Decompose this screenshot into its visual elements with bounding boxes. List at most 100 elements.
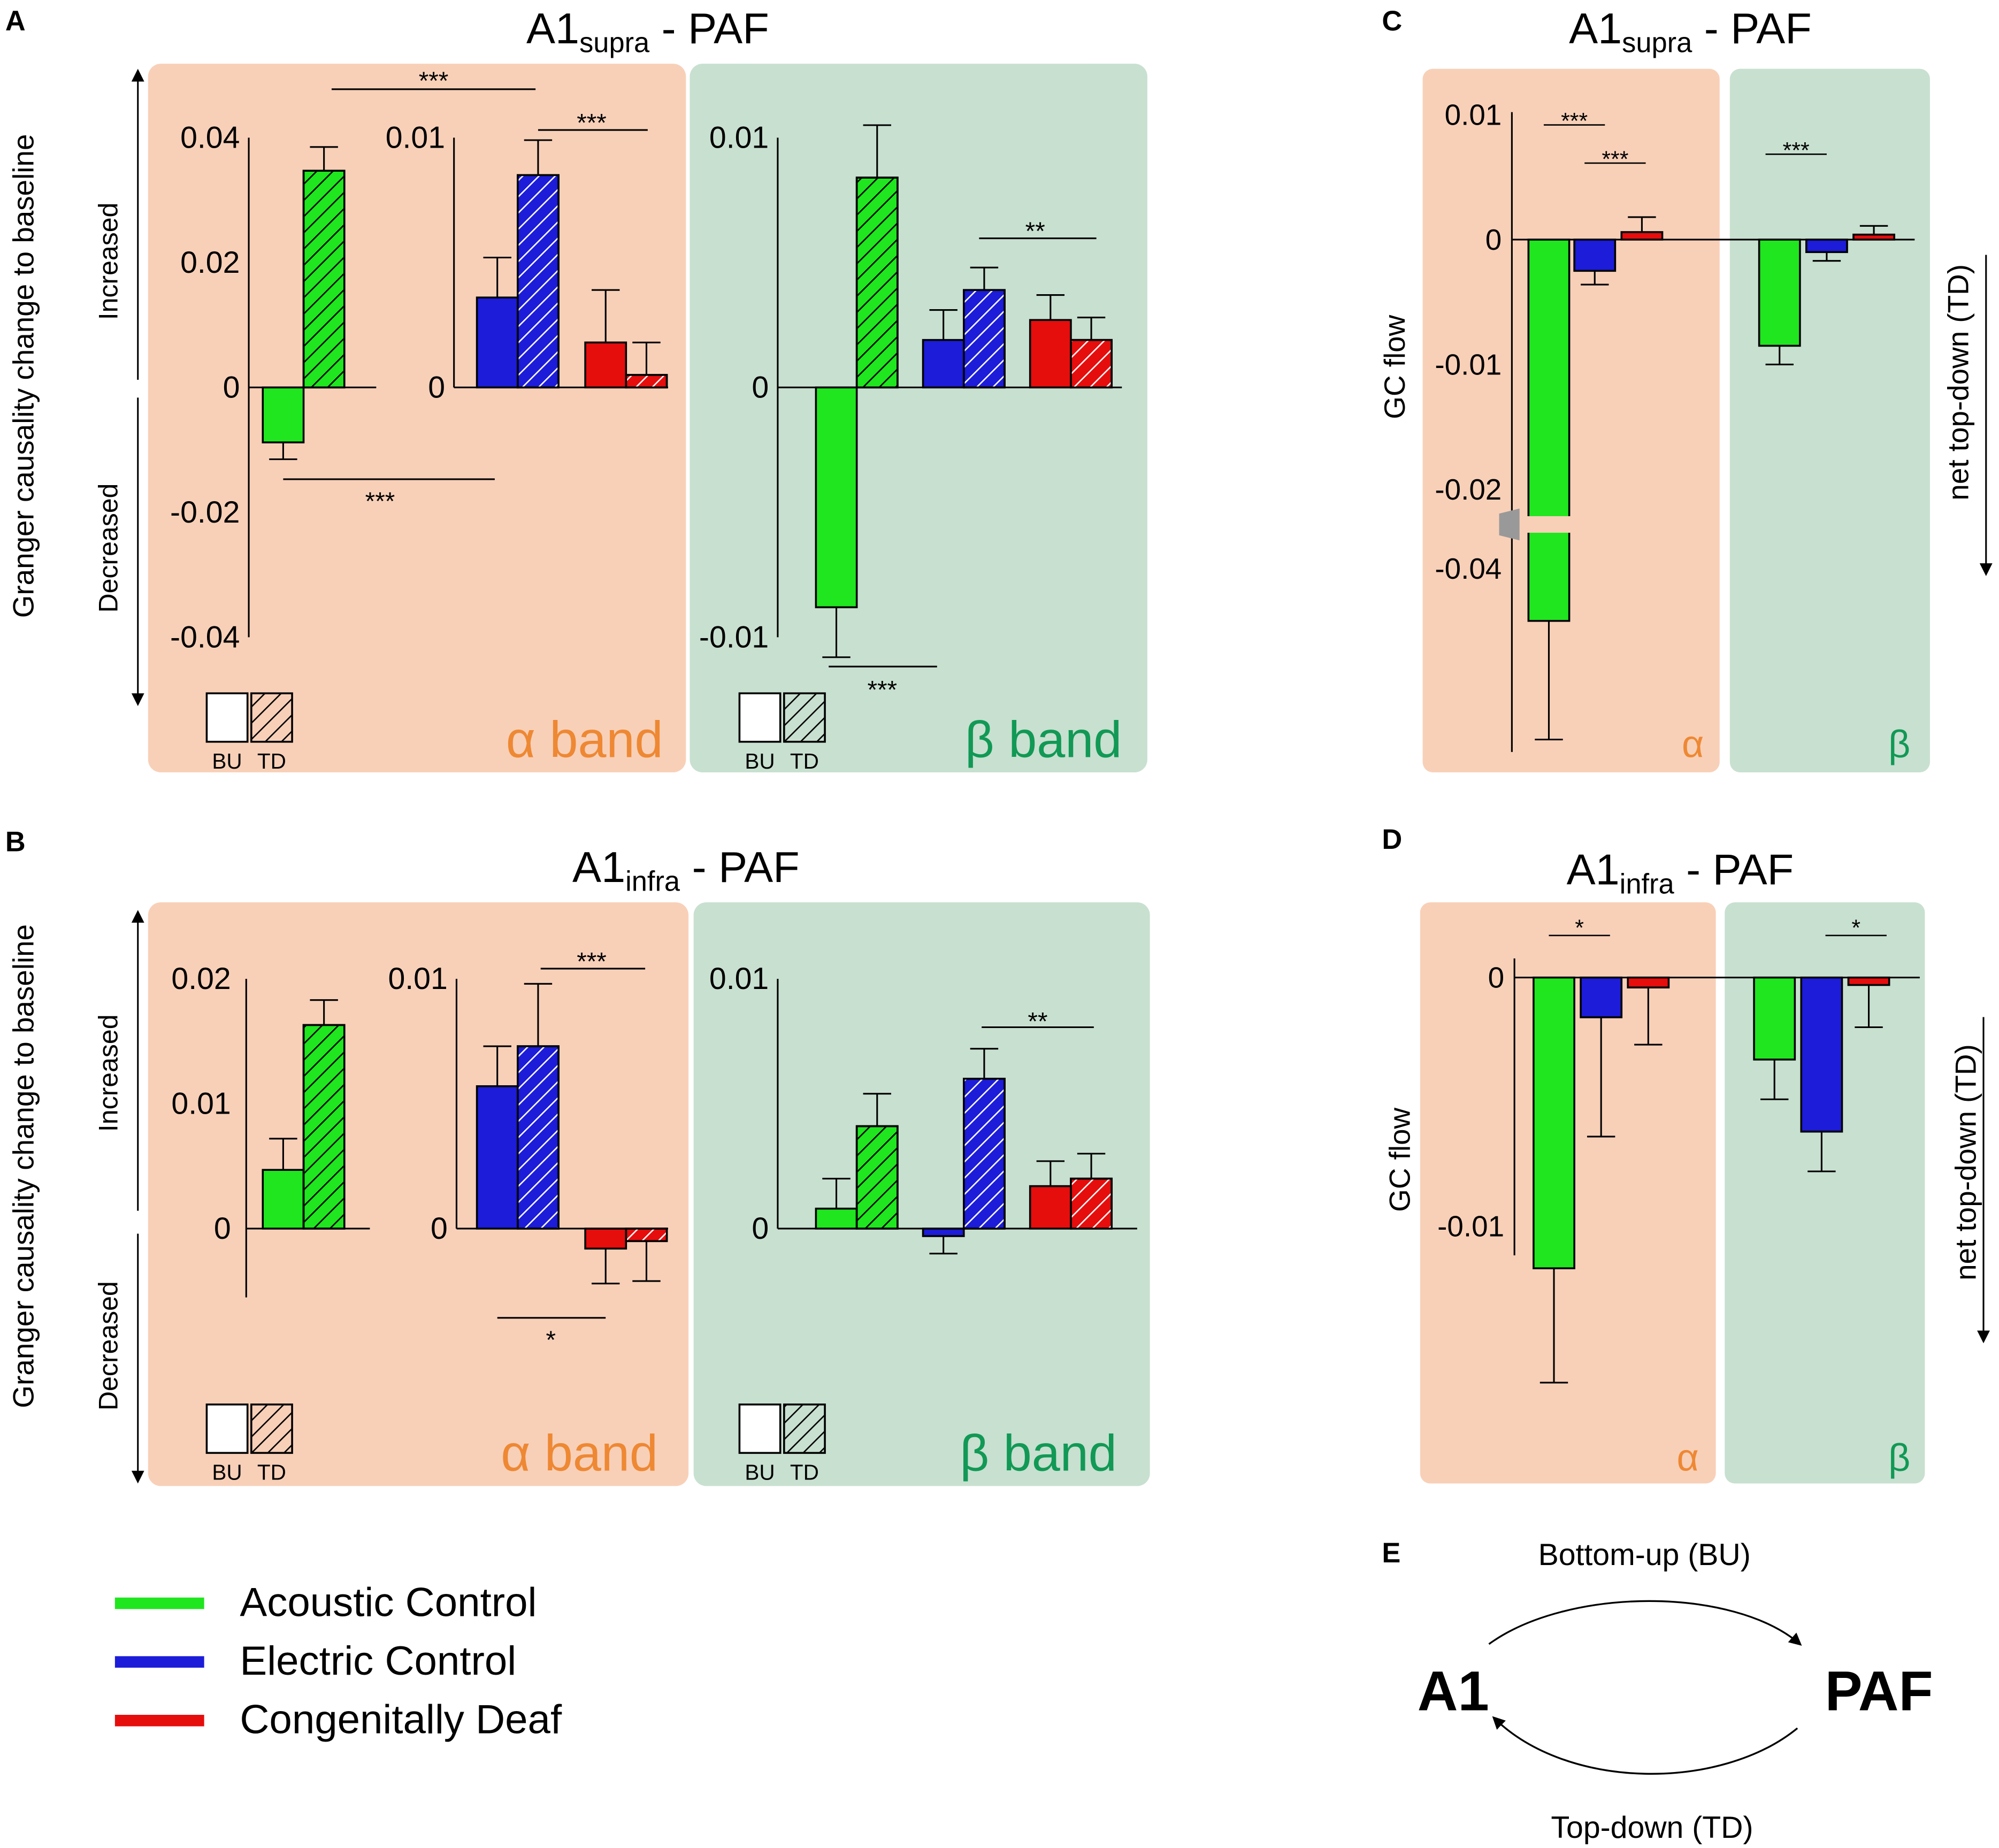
e-label-bottom-up: Bottom-up (BU) [1538,1538,1751,1572]
chart-a-beta: 0.01 0 -0.01 [699,120,1122,658]
panel-b-ylabel: Granger causality change to baseline [6,924,40,1408]
panel-a-title-suffix: - PAF [649,5,769,53]
y-tick-label: 0.01 [709,120,769,155]
legend: Acoustic Control Electric Control Congen… [114,1579,562,1743]
axis-break-mark [1499,508,1520,541]
panel-d-title: A1infra - PAF [1567,846,1794,900]
panel-a-alpha-band-label: α band [506,711,663,768]
panel-a-beta-bu-td-key: BU TD [738,692,826,773]
y-tick-label: 0.02 [171,962,231,996]
bar-acoustic-alpha [1527,239,1571,622]
y-tick-label: 0.01 [171,1087,231,1121]
bar-electric-bu [476,296,519,389]
panel-a-decreased-label: Decreased [94,484,124,613]
bar-deaf-td-hatch [1070,339,1113,389]
panel-d-ylabel: GC flow [1383,1107,1416,1211]
bu-key-label: BU [212,1460,242,1484]
panel-a-title-main: A1 [526,5,579,53]
sig-label: *** [1783,137,1810,163]
bu-key-box [738,1404,782,1454]
td-key-label: TD [257,1460,286,1484]
y-tick-label: 0.01 [1445,98,1502,132]
td-key-label: TD [790,749,819,773]
e-node-paf: PAF [1825,1660,1933,1723]
y-tick-label: -0.02 [1435,473,1502,506]
bar-deaf-td-hatch [1070,1177,1113,1230]
bar-acoustic-bu [262,1169,305,1230]
bar-acoustic-bu [815,1207,858,1230]
bar-deaf-alpha [1627,976,1670,988]
chart-c: 0.01 0 -0.01 -0.02 -0.04 [1435,98,1915,752]
panel-b-beta-bu-td-key: BU TD [738,1404,826,1484]
panel-b-alpha-bu-td-key: BU TD [205,1404,293,1484]
y-tick-label: 0 [1485,223,1502,256]
bar-electric-bu [922,1228,965,1237]
e-label-top-down: Top-down (TD) [1551,1811,1753,1845]
sig-label: *** [365,487,395,516]
chart-b-alpha-acoustic: 0.02 0.01 0 [171,962,370,1298]
panel-c-beta-label: β [1888,723,1910,765]
bar-acoustic-bu [262,386,305,443]
bar-electric-bu [922,339,965,389]
panel-b-increased-label: Increased [94,1014,124,1132]
chart-d: 0 -0.01 [1437,958,1920,1384]
panel-a-alpha-bg [148,64,686,772]
panel-a-title: A1supra - PAF [526,5,769,59]
chart-a-alpha-ec-cd: 0.01 0 [386,120,668,404]
bar-electric-td-hatch [962,289,1006,389]
bar-electric-td-hatch [517,1045,560,1230]
bar-acoustic-td-hatch [855,177,899,389]
bar-acoustic-alpha [1533,976,1575,1269]
e-arrow-top-down [1492,1716,1798,1775]
panel-a-beta-bg [690,64,1147,772]
sig-label: * [1575,915,1584,941]
td-key-label: TD [790,1460,819,1484]
bar-deaf-bu [584,341,627,389]
panel-b-beta-band-label: β band [960,1425,1116,1482]
sig-label: ** [1025,217,1045,246]
significance-markers: *** *** *** ** *** *** * ** *** *** *** … [283,67,1887,1354]
y-tick-label: 0 [752,1211,769,1246]
bu-key-label: BU [745,749,775,773]
bar-deaf-td-hatch [625,374,668,389]
panel-a-title-sub: supra [579,28,650,59]
y-tick-label: -0.02 [170,495,240,530]
bar-electric-alpha [1580,976,1623,1018]
panel-letter-d: D [1382,824,1402,855]
panel-b-title-suffix: - PAF [680,844,800,892]
panel-d-alpha-label: α [1677,1437,1699,1479]
bar-deaf-alpha [1620,231,1664,241]
bu-key-label: BU [745,1460,775,1484]
legend-label-deaf: Congenitally Deaf [240,1697,562,1743]
td-key-box [250,1404,293,1454]
bar-acoustic-td-hatch [855,1125,899,1230]
bu-key-label: BU [212,749,242,773]
panel-b-title-main: A1 [572,844,625,892]
bar-electric-td-hatch [962,1077,1006,1230]
chart-a-alpha-acoustic: 0.04 0.02 0 -0.02 -0.04 [170,120,377,654]
bar-acoustic-td-hatch [302,170,346,389]
bar-acoustic-bu [815,386,858,609]
bar-acoustic-beta [1753,976,1796,1061]
bar-deaf-beta [1852,233,1895,241]
panel-b-alpha-band-label: α band [501,1425,658,1482]
sig-label: *** [1602,147,1628,172]
y-tick-label: -0.01 [1435,348,1502,381]
panel-d-title-suffix: - PAF [1674,846,1794,894]
y-tick-label: -0.01 [699,620,769,654]
bar-deaf-beta [1847,976,1890,986]
panel-d-net-td-label: net top-down (TD) [1949,1044,1982,1280]
bar-electric-beta [1800,976,1843,1133]
panel-c-alpha-label: α [1682,723,1704,765]
panel-c-title-main: A1 [1569,5,1622,53]
y-tick-label: 0 [223,370,240,404]
bar-acoustic-beta [1758,239,1801,347]
panel-a-ylabel: Granger causality change to baseline [6,134,40,618]
panel-c-ylabel: GC flow [1378,315,1411,419]
y-tick-label: 0 [1488,961,1504,994]
sig-label: *** [419,67,449,95]
panel-d-title-sub: infra [1620,869,1675,900]
panel-c-beta-bg [1729,68,1930,772]
panel-letter-b: B [5,827,26,858]
y-tick-label: -0.04 [1435,552,1502,585]
